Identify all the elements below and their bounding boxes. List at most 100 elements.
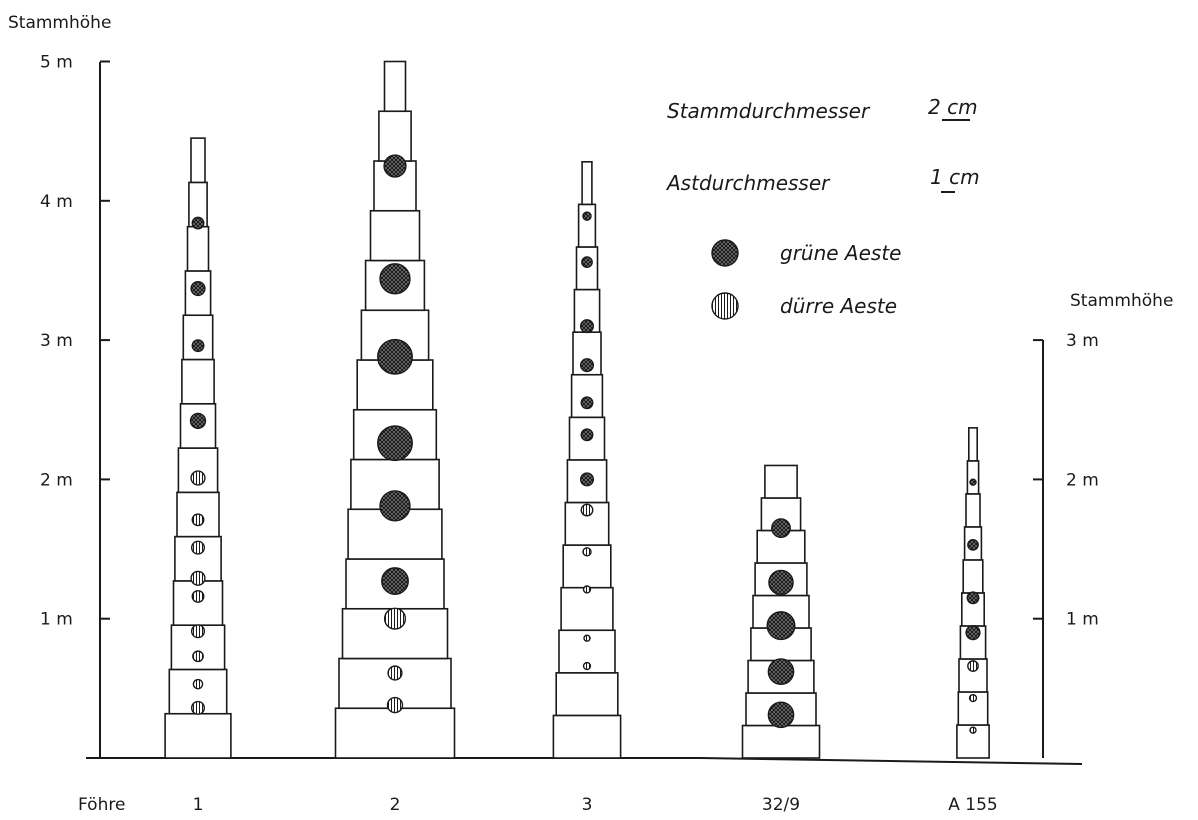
trunk-segment xyxy=(383,60,407,113)
dry-branch-marker xyxy=(967,660,979,672)
green-branch-marker xyxy=(379,263,411,295)
legend: Stammdurchmesser 2 cm Astdurchmesser 1 c… xyxy=(665,95,980,320)
dry-branch-marker xyxy=(580,503,594,517)
dry-branch-marker xyxy=(190,570,206,586)
trunk-segment xyxy=(182,314,214,361)
green-branch-marker xyxy=(189,412,207,430)
dry-branch-marker xyxy=(192,650,204,663)
green-branch-marker xyxy=(580,396,594,410)
trunk-segment xyxy=(958,658,988,693)
dry-branch-marker xyxy=(386,696,404,714)
trunk-segment xyxy=(962,559,984,594)
green-branch-marker xyxy=(191,216,205,230)
green-branch-marker xyxy=(190,280,206,297)
trunk-segment xyxy=(164,712,232,759)
trunk-segment xyxy=(378,110,412,162)
tree-labels: 1 2 3 32/9 A 155 xyxy=(193,795,998,815)
trunk-segment xyxy=(966,460,980,495)
trunk-segment xyxy=(764,464,798,499)
trunk-segment xyxy=(570,373,604,419)
right-axis-tick-label: 1 m xyxy=(1066,610,1099,630)
green-branch-marker xyxy=(579,358,595,373)
trunk-segment xyxy=(741,724,821,759)
green-branch-marker xyxy=(377,338,413,375)
green-branch-marker xyxy=(379,490,411,522)
green-branch-marker xyxy=(580,428,594,442)
trees-group xyxy=(164,60,990,759)
right-axis-title: Stammhöhe xyxy=(1070,291,1173,311)
tree-label: 1 xyxy=(193,795,204,815)
trunk-segment xyxy=(181,358,215,405)
trunk-segment xyxy=(177,447,219,494)
dry-branch-marker xyxy=(383,607,407,630)
ground-line xyxy=(86,757,1083,765)
tree-label: 32/9 xyxy=(762,795,800,815)
legend-green-label: grüne Aeste xyxy=(780,241,901,265)
green-branch-marker xyxy=(766,611,796,641)
dry-branch-marker xyxy=(387,665,403,681)
green-branch-marker xyxy=(969,478,977,486)
green-branch-marker xyxy=(767,701,795,729)
right-axis-ticks: 1 m 2 m 3 m xyxy=(1033,331,1099,630)
dry-branch-marker xyxy=(583,634,591,642)
tree-label: 3 xyxy=(582,795,593,815)
dry-branch-marker xyxy=(582,585,592,594)
trunk-segment xyxy=(552,714,622,759)
legend-stem-scale-label: Stammdurchmesser xyxy=(667,99,871,123)
green-branch-marker xyxy=(771,518,791,539)
green-branch-marker xyxy=(377,425,413,462)
right-axis-tick-label: 2 m xyxy=(1066,470,1099,490)
dry-branch-marker xyxy=(191,513,205,527)
left-axis-title: Stammhöhe xyxy=(8,13,111,33)
left-axis-tick-label: 2 m xyxy=(40,470,73,490)
trunk-segment xyxy=(965,493,981,528)
dry-branch-marker xyxy=(191,589,205,603)
legend-branch-scale-value: 1 cm xyxy=(930,165,980,189)
trunk-segment xyxy=(186,225,210,272)
dry-branch-marker xyxy=(190,470,206,486)
trunk-segment xyxy=(575,246,599,291)
dry-branch-marker xyxy=(582,547,592,557)
dry-branch-marker xyxy=(190,540,206,555)
tree-label: A 155 xyxy=(948,795,997,815)
dry-branch-marker xyxy=(190,700,206,715)
trunk-segment xyxy=(334,707,456,759)
trunk-segment xyxy=(373,160,417,212)
x-axis-label: Föhre xyxy=(78,795,125,815)
left-axis-ticks: 1 m 2 m 3 m 4 m 5 m xyxy=(40,53,110,630)
tree xyxy=(956,427,990,759)
trunk-segment xyxy=(581,160,593,206)
green-branch-marker xyxy=(767,658,795,685)
trunk-segment xyxy=(172,580,224,626)
green-branch-marker xyxy=(768,569,794,596)
trunk-segment xyxy=(560,586,614,632)
trunk-segment xyxy=(341,607,449,660)
right-axis-tick-label: 3 m xyxy=(1066,331,1099,351)
left-axis-tick-label: 3 m xyxy=(40,331,73,351)
green-branch-marker xyxy=(381,567,409,596)
green-branch-marker xyxy=(579,319,595,334)
dry-branch-marker xyxy=(969,726,977,734)
left-axis-tick-label: 1 m xyxy=(40,610,73,630)
green-branch-marker xyxy=(965,625,981,641)
legend-stem-scale-value: 2 cm xyxy=(928,95,978,119)
tree xyxy=(741,464,821,759)
legend-branch-scale-label: Astdurchmesser xyxy=(665,171,831,195)
left-axis-tick-label: 4 m xyxy=(40,192,73,212)
trunk-segment xyxy=(190,137,206,184)
green-branch-marker xyxy=(966,591,980,605)
green-branch-marker xyxy=(582,211,592,221)
dry-branch-marker xyxy=(968,693,978,703)
tree xyxy=(552,160,622,759)
green-branch-marker xyxy=(579,472,595,487)
tree xyxy=(334,60,456,759)
tree-label: 2 xyxy=(390,795,401,815)
tree xyxy=(164,137,232,759)
dry-branch-marker xyxy=(192,678,204,690)
green-branch-marker xyxy=(581,256,593,268)
legend-dry-label: dürre Aeste xyxy=(780,294,897,318)
trunk-segment xyxy=(369,209,421,262)
dry-branch-marker xyxy=(582,661,592,671)
dry-branch-marker xyxy=(190,624,206,639)
